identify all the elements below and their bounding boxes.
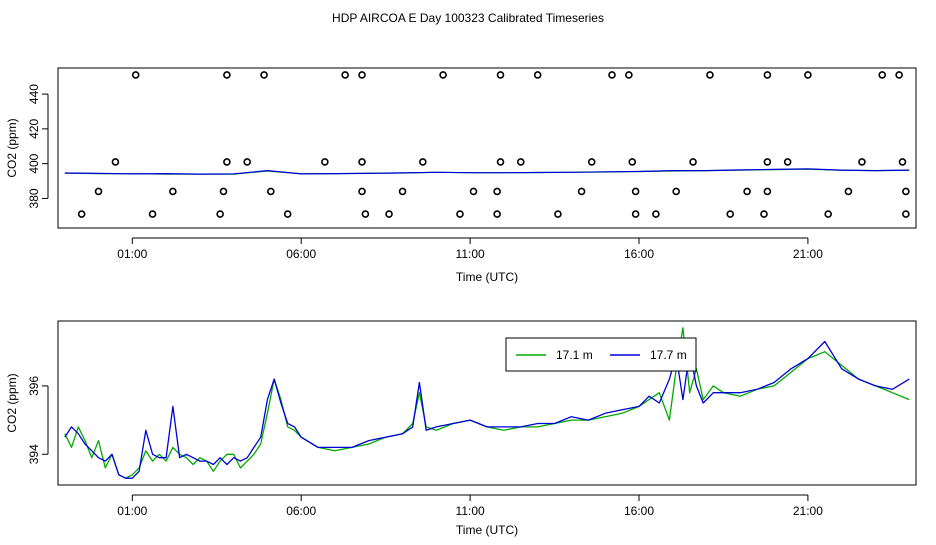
panel1-data-point: [898, 158, 907, 166]
panel1-data-point: [496, 158, 505, 166]
panel1-x-tick-label: 16:00: [624, 247, 654, 261]
panel1-data-point: [763, 71, 772, 79]
panel1-series-line-2: [64, 168, 910, 175]
panel1-data-point: [824, 210, 832, 218]
panel1-x-tick-label: 11:00: [456, 247, 485, 261]
panel2-xlabel: Time (UTC): [456, 523, 518, 537]
panel2-x-tick-label: 16:00: [624, 504, 654, 518]
panel1-data-point: [760, 210, 768, 218]
panel1-axes: 01:00 06:00 11:00 16:00 21:00 380 400 420 440: [27, 84, 823, 261]
panel1-y-tick-label: 400: [27, 153, 41, 173]
panel2-x-tick-label: 11:00: [456, 504, 485, 518]
panel1-data-point: [844, 187, 853, 196]
panel1-ylabel: CO2 (ppm): [5, 118, 19, 177]
panel1-data-point: [267, 187, 275, 196]
panel1-data-point: [672, 187, 680, 196]
panel1-data-point: [706, 71, 714, 79]
panel2-ylabel: CO2 (ppm): [5, 373, 19, 432]
page-title: HDP AIRCOA E Day 100323 Calibrated Times…: [332, 11, 604, 25]
panel1-data-point: [631, 187, 640, 196]
panel1-frame: [57, 67, 917, 229]
panel1-data-point: [216, 210, 224, 218]
panel1-data-point: [554, 210, 562, 218]
panel1-data-point: [628, 158, 637, 166]
panel1-data-point: [169, 187, 177, 196]
panel2-x-tick-label: 01:00: [117, 504, 147, 518]
panel1-data-point: [763, 187, 772, 196]
panel1-y-tick-label: 420: [27, 119, 41, 139]
panel2-axes: 01:00 06:00 11:00 16:00 21:00 394 396: [27, 376, 823, 518]
panel2-frame: [57, 320, 917, 486]
panel1-data-point: [77, 210, 86, 218]
panel1-data-point: [243, 158, 251, 166]
panel1-data-point: [496, 71, 505, 79]
legend: 17.1 m 17.7 m: [505, 337, 697, 372]
panel1-data-point: [858, 158, 866, 166]
panel1-data-point: [358, 71, 366, 79]
panel2-y-tick-label: 394: [27, 444, 41, 464]
legend-label-series-1: 17.1 m: [556, 348, 593, 362]
panel1-data-point: [131, 71, 140, 79]
panel1-data-point: [439, 71, 447, 79]
panel1-data-point: [148, 210, 157, 218]
panel1-data-point: [385, 210, 393, 218]
panel1-data-point: [608, 71, 616, 79]
panel1-data-point: [358, 158, 366, 166]
panel1-data-point: [516, 158, 525, 166]
panel1-data-point: [895, 71, 903, 79]
panel1-data-point: [783, 158, 792, 166]
panel1-data-point: [419, 158, 427, 166]
panel1-data-point: [726, 210, 735, 218]
panel1-data-point: [456, 210, 464, 218]
panel1-data-point: [493, 187, 501, 196]
panel1-data-point: [358, 187, 366, 196]
panel2-series-line-2: [64, 340, 910, 479]
panel1-data-point: [631, 210, 640, 218]
panel1-data-point: [577, 187, 586, 196]
panel1-data-point: [804, 71, 812, 79]
panel1-xlabel: Time (UTC): [456, 270, 518, 284]
panel1-data-point: [361, 210, 370, 218]
panel1-data-point: [469, 187, 478, 196]
panel1-data-point: [743, 187, 751, 196]
panel1-x-tick-label: 21:00: [793, 247, 823, 261]
panel1-data-point: [652, 210, 660, 218]
panel1-data-point: [763, 158, 772, 166]
panel1-data-point: [625, 71, 633, 79]
panel1-data-point: [223, 158, 231, 166]
legend-label-series-2: 17.7 m: [650, 348, 687, 362]
panel1-data-point: [321, 158, 329, 166]
panel1-series: [64, 71, 910, 218]
panel1-data-point: [587, 158, 596, 166]
panel2-series-line-1: [64, 327, 910, 479]
panel2-y-tick-label: 396: [27, 376, 41, 396]
panel2-x-tick-label: 21:00: [793, 504, 823, 518]
panel1-x-tick-label: 01:00: [117, 247, 147, 261]
panel1-data-point: [341, 71, 349, 79]
panel1-y-tick-label: 440: [27, 84, 41, 104]
panel1-data-point: [111, 158, 120, 166]
panel2-series: [64, 327, 910, 479]
panel1-y-tick-label: 380: [27, 188, 41, 208]
panel1-data-point: [689, 158, 697, 166]
panel1-data-point: [902, 187, 910, 196]
panel1-data-point: [533, 71, 542, 79]
panel1-data-point: [260, 71, 268, 79]
panel1-data-point: [219, 187, 228, 196]
panel1-data-point: [94, 187, 103, 196]
panel1-data-point: [283, 210, 292, 218]
panel1-data-point: [493, 210, 501, 218]
panel1-series-line-1: [64, 168, 910, 175]
panel1-x-tick-label: 06:00: [286, 247, 316, 261]
panel2-x-tick-label: 06:00: [286, 504, 316, 518]
panel1-data-point: [223, 71, 231, 79]
panel1-data-point: [398, 187, 407, 196]
panel1-data-point: [902, 210, 910, 218]
panel1-data-point: [878, 71, 887, 79]
